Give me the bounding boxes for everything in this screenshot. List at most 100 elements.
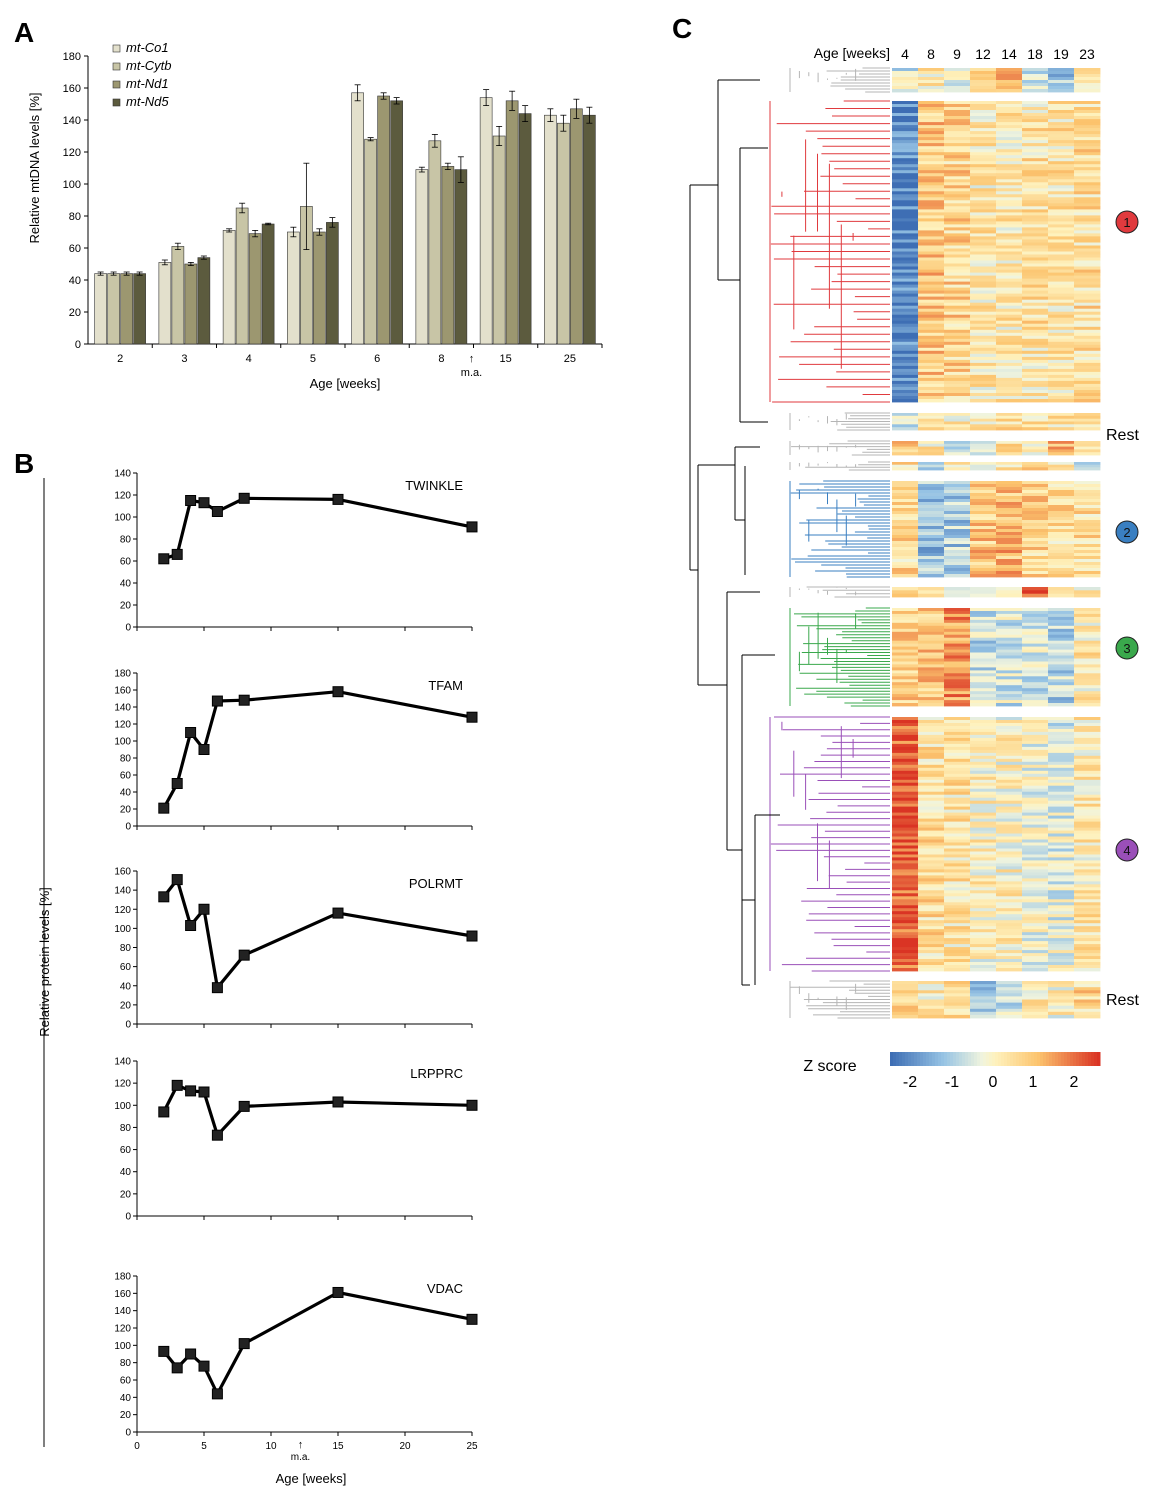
heatmap-cell <box>996 185 1023 189</box>
heatmap-cell <box>944 857 971 861</box>
heatmap-cell <box>1074 866 1101 870</box>
heatmap-cell <box>1048 908 1075 912</box>
heatmap-cell <box>892 251 919 255</box>
heatmap-cell <box>996 275 1023 279</box>
heatmap-cell <box>944 731 971 736</box>
heatmap-cell <box>918 185 945 189</box>
heatmap-cell <box>944 965 971 969</box>
heatmap-cell <box>944 362 971 367</box>
heatmap-cell <box>1048 110 1075 114</box>
heatmap-cell <box>1048 152 1075 156</box>
heatmap-cell <box>1074 896 1101 900</box>
heatmap-cell <box>970 628 997 633</box>
heatmap-cell <box>1022 797 1049 802</box>
heatmap-cell <box>1074 981 1101 985</box>
heatmap-cell <box>1022 926 1049 930</box>
heatmap-cell <box>892 737 919 742</box>
heatmap-cell <box>918 368 945 373</box>
colorbar-tick-label: -2 <box>903 1074 917 1091</box>
colorbar-segment <box>1088 1052 1092 1066</box>
heatmap-cell <box>1074 197 1101 201</box>
heatmap-cell <box>996 851 1023 855</box>
y-tick-label: 120 <box>114 720 131 731</box>
heatmap-cell <box>1074 344 1101 349</box>
heatmap-cell <box>970 314 997 319</box>
heatmap-cell <box>1022 365 1049 370</box>
heatmap-cell <box>970 218 997 222</box>
heatmap-cell <box>1022 332 1049 337</box>
bar-mt-Nd1 <box>505 100 519 345</box>
heatmap-cell <box>1048 161 1075 165</box>
heatmap-cell <box>996 625 1023 630</box>
heatmap-cell <box>1022 443 1049 447</box>
heatmap-cell <box>996 341 1023 346</box>
heatmap-cell <box>1022 311 1049 316</box>
heatmap-cell <box>944 418 971 422</box>
heatmap-cell <box>970 791 997 796</box>
heatmap-cell <box>944 365 971 370</box>
heatmap-cell <box>892 682 919 686</box>
heatmap-cell <box>1048 359 1075 364</box>
heatmap-cell <box>996 191 1023 195</box>
heatmap-cell <box>1074 517 1101 521</box>
heatmap-cell <box>892 80 919 84</box>
heatmap-cell <box>918 842 945 846</box>
heatmap-cell <box>1048 368 1075 373</box>
heatmap-cell <box>944 272 971 276</box>
heatmap-cell <box>996 923 1023 927</box>
heatmap-cell <box>996 396 1023 400</box>
heatmap-cell <box>1022 224 1049 228</box>
heatmap-cell <box>918 399 945 403</box>
heatmap-cell <box>1074 593 1101 598</box>
heatmap-cell <box>918 335 945 340</box>
heatmap-cell <box>944 682 971 686</box>
heatmap-cell <box>996 538 1023 542</box>
heatmap-cell <box>996 920 1023 924</box>
heatmap-cell <box>970 338 997 343</box>
heatmap-cell <box>1048 670 1075 674</box>
heatmap-cell <box>970 851 997 855</box>
heatmap-cell <box>970 703 997 707</box>
heatmap-cell <box>1074 743 1101 748</box>
y-tick-label: 100 <box>114 737 131 748</box>
heatmap-cell <box>944 634 971 639</box>
bar-mt-Nd5 <box>583 114 596 345</box>
heatmap-cell <box>1048 842 1075 846</box>
heatmap-cell <box>970 415 997 419</box>
heatmap-cell <box>1074 682 1101 686</box>
heatmap-cell <box>1048 755 1075 760</box>
heatmap-cell <box>970 544 997 548</box>
heatmap-cell <box>1022 529 1049 533</box>
heatmap-cell <box>892 941 919 945</box>
heatmap-cell <box>918 74 945 78</box>
heatmap-cell <box>892 806 919 810</box>
heatmap-cell <box>1022 547 1049 551</box>
heatmap-cell <box>892 317 919 322</box>
heatmap-cell <box>1022 386 1049 391</box>
heatmap-cell <box>944 299 971 304</box>
heatmap-cell <box>892 311 919 316</box>
heatmap-cell <box>1022 508 1049 512</box>
heatmap-cell <box>1074 893 1101 897</box>
heatmap-cell <box>892 218 919 222</box>
colorbar-segment <box>1013 1052 1017 1066</box>
heatmap-cell <box>1048 248 1075 252</box>
heatmap-cell <box>996 559 1023 563</box>
heatmap-cell <box>892 791 919 796</box>
heatmap-cell <box>1022 996 1049 1000</box>
heatmap-cell <box>1048 899 1075 903</box>
heatmap-cell <box>996 182 1023 186</box>
heatmap-cell <box>1022 953 1049 957</box>
heatmap-cell <box>1074 116 1101 120</box>
heatmap-cell <box>918 637 945 642</box>
heatmap-cell <box>1022 553 1049 557</box>
heatmap-cell <box>1074 365 1101 370</box>
heatmap-cell <box>970 556 997 560</box>
heatmap-cell <box>892 953 919 957</box>
heatmap-cell <box>1074 418 1101 422</box>
heatmap-cell <box>1022 590 1049 594</box>
heatmap-cell <box>1048 890 1075 894</box>
heatmap-cell <box>970 107 997 111</box>
heatmap-cell <box>1048 758 1075 763</box>
heatmap-cell <box>918 496 945 500</box>
